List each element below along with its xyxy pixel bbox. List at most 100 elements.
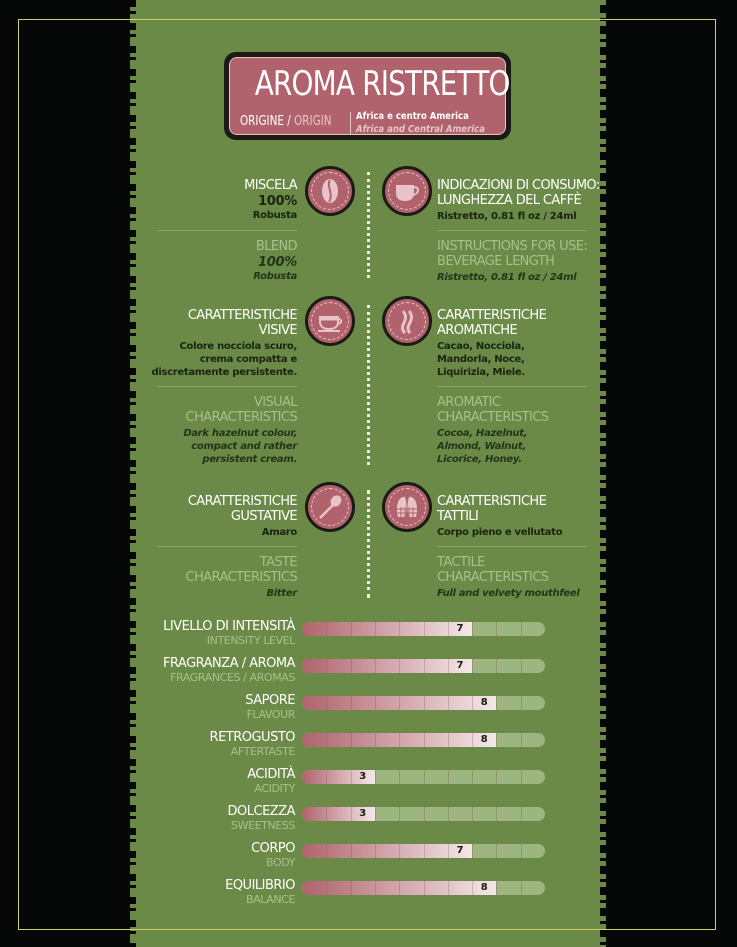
origin-value-en: Africa and Central America: [356, 124, 485, 135]
feature-title-en: AROMATIC CHARACTERISTICS: [437, 395, 637, 425]
rating-label: SAPORE FLAVOUR: [245, 694, 295, 722]
bar-segment-divider: [472, 659, 474, 673]
bar-segment-divider: [496, 696, 498, 710]
bar-segment-divider: [520, 659, 522, 673]
value-line: Bitter: [266, 588, 297, 599]
rating-score: 7: [456, 623, 464, 634]
feature-english: INSTRUCTIONS FOR USE: BEVERAGE LENGTH Rist…: [437, 239, 637, 284]
feature-value-it: 100% Robusta: [97, 195, 298, 223]
rating-label-en: BALANCE: [245, 893, 295, 906]
bar-segment-divider: [350, 622, 352, 636]
origin-label: ORIGINE / ORIGIN: [240, 114, 331, 129]
bar-segment-divider: [520, 733, 522, 747]
rating-label-it: LIVELLO DI INTENSITÀ: [163, 619, 295, 634]
feature-value-it: Amaro: [97, 526, 298, 539]
bar-segment-divider: [350, 844, 352, 858]
bar-segment-divider: [423, 807, 425, 821]
feature-fingerprint: CARATTERISTICHE TATTILI Corpo pieno e vell…: [437, 494, 637, 600]
bar-segment-divider: [326, 696, 328, 710]
feature-english: VISUAL CHARACTERISTICS Dark hazelnut colou…: [97, 395, 297, 466]
title-line: AROMATICHE: [437, 323, 518, 338]
feature-title-it: CARATTERISTICHE TATTILI: [437, 494, 637, 524]
title-line: VISIVE: [258, 323, 298, 338]
rating-bar: 8: [302, 881, 545, 895]
rating-bar: 7: [302, 844, 545, 858]
title-line: CARATTERISTICHE: [437, 494, 547, 509]
value-line: Full and velvety mouthfeel: [437, 588, 580, 599]
rating-row: FRAGRANZA / AROMA FRAGRANCES / AROMAS 7: [150, 657, 550, 691]
rating-bar-fill: [302, 770, 375, 784]
rating-bar-fill: [302, 659, 473, 673]
bar-segment-divider: [496, 659, 498, 673]
feature-title-it: CARATTERISTICHE GUSTATIVE: [97, 494, 298, 524]
title-line: CARATTERISTICHE: [187, 308, 298, 323]
rating-bar: 7: [302, 622, 545, 636]
bar-segment-divider: [520, 807, 522, 821]
title-badge: AROMA RISTRETTO ORIGINE / ORIGIN Africa …: [224, 52, 511, 140]
bar-segment-divider: [472, 733, 474, 747]
value-line: discretamente persistente.: [151, 367, 297, 378]
feature-aroma: CARATTERISTICHE AROMATICHE Cacao, Nocciola…: [437, 308, 637, 466]
bar-segment-divider: [399, 807, 401, 821]
rating-bar: 7: [302, 659, 545, 673]
rating-row: CORPO BODY 7: [150, 842, 550, 876]
feature-value-en: Full and velvety mouthfeel: [437, 587, 637, 600]
bar-segment-divider: [399, 659, 401, 673]
rating-label: FRAGRANZA / AROMA FRAGRANCES / AROMAS: [163, 657, 296, 685]
value-line: Dark hazelnut colour,: [183, 428, 297, 439]
divider: [437, 230, 587, 231]
feature-value-it: Cacao, Nocciola, Mandorla, Noce, Liquirizi…: [437, 340, 637, 379]
rating-label-it: CORPO: [251, 841, 295, 856]
feature-spoon: CARATTERISTICHE GUSTATIVE Amaro TASTE CHARAC…: [97, 494, 298, 600]
feature-value-it: Corpo pieno e vellutato: [437, 526, 637, 539]
bar-segment-divider: [374, 844, 376, 858]
bar-segment-divider: [472, 696, 474, 710]
rating-bar-fill: [302, 622, 473, 636]
rating-row: ACIDITÀ ACIDITY 3: [150, 768, 550, 802]
title-line: BLEND: [255, 239, 298, 254]
feature-english: BLEND 100% Robusta: [97, 239, 297, 284]
divider: [350, 112, 351, 134]
bar-segment-divider: [423, 844, 425, 858]
rating-bar-fill: [302, 881, 497, 895]
bar-segment-divider: [399, 881, 401, 895]
divider: [437, 386, 587, 387]
bar-segment-divider: [496, 807, 498, 821]
feature-title-it: CARATTERISTICHE VISIVE: [97, 308, 298, 338]
rating-score: 3: [359, 771, 367, 782]
value-line: compact and rather: [191, 441, 297, 452]
feature-english: TACTILE CHARACTERISTICS Full and velvety m…: [437, 555, 637, 600]
bar-segment-divider: [326, 622, 328, 636]
rating-row: RETROGUSTO AFTERTASTE 8: [150, 731, 550, 765]
rating-row: LIVELLO DI INTENSITÀ INTENSITY LEVEL 7: [150, 620, 550, 654]
origin-value: Africa e centro America Africa and Centr…: [356, 110, 485, 136]
bar-segment-divider: [496, 770, 498, 784]
bar-segment-divider: [326, 733, 328, 747]
bar-segment-divider: [423, 659, 425, 673]
rating-label: ACIDITÀ ACIDITY: [247, 768, 295, 796]
origin-label-en: ORIGIN: [294, 114, 332, 129]
bar-segment-divider: [374, 807, 376, 821]
bar-segment-divider: [447, 622, 449, 636]
rating-row: SAPORE FLAVOUR 8: [150, 694, 550, 728]
value-line: Cocoa, Hazelnut,: [437, 428, 528, 439]
dotted-divider: [367, 305, 370, 465]
bar-segment-divider: [326, 844, 328, 858]
bar-segment-divider: [496, 733, 498, 747]
feature-title-en: INSTRUCTIONS FOR USE: BEVERAGE LENGTH: [437, 239, 637, 269]
value-line: 100%: [258, 255, 297, 270]
value-line: Robusta: [252, 210, 298, 221]
bar-segment-divider: [496, 844, 498, 858]
value-line: Ristretto, 0.81 fl oz / 24ml: [437, 211, 577, 222]
bar-segment-divider: [399, 696, 401, 710]
rating-bar: 8: [302, 733, 545, 747]
rating-bar-fill: [302, 807, 375, 821]
value-line: Corpo pieno e vellutato: [437, 527, 563, 538]
bar-segment-divider: [350, 696, 352, 710]
value-line: Licorice, Honey.: [437, 454, 522, 465]
origin-separator: /: [283, 114, 295, 129]
rating-bar: 3: [302, 807, 545, 821]
rough-edge-left: [126, 0, 136, 947]
feature-espresso-cup: CARATTERISTICHE VISIVE Colore nocciola scu…: [97, 308, 297, 466]
fingerprint-icon: [382, 482, 432, 532]
